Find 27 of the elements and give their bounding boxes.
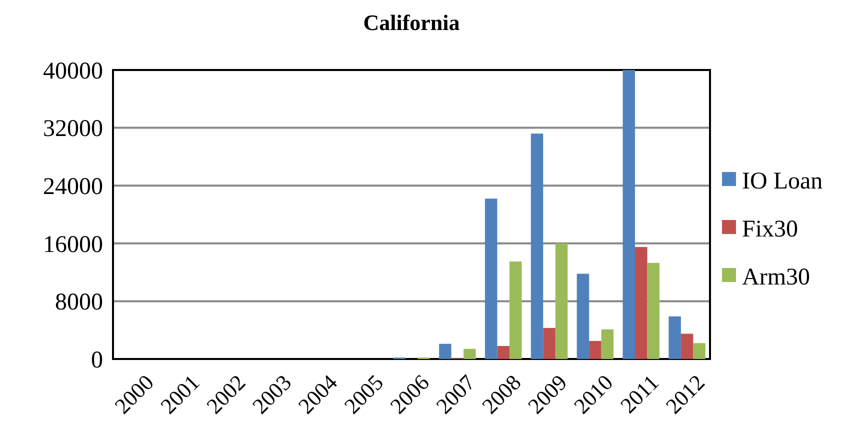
legend-label: IO Loan [742,168,823,194]
bar [680,334,694,359]
bar [484,198,498,359]
bar [576,274,590,359]
bar [497,346,510,359]
bar [530,134,544,359]
bar [589,340,602,359]
bar [668,316,681,359]
bar [555,243,568,359]
y-tick-label: 16000 [43,232,103,258]
bar [439,344,452,359]
bar [693,343,706,359]
y-tick-label: 32000 [43,116,103,142]
bar [543,328,556,359]
bar [622,70,635,359]
y-tick-label: 8000 [55,290,103,316]
chart-title: California [363,10,460,35]
bar [634,247,648,359]
y-tick-label: 40000 [43,58,103,84]
y-tick-label: 24000 [43,174,103,200]
bar [509,261,522,359]
y-tick-label: 0 [91,347,103,374]
legend-label: Arm30 [742,264,810,290]
bar [601,329,614,359]
legend-label: Fix30 [742,216,798,242]
bar [647,262,660,359]
bar [464,348,476,359]
